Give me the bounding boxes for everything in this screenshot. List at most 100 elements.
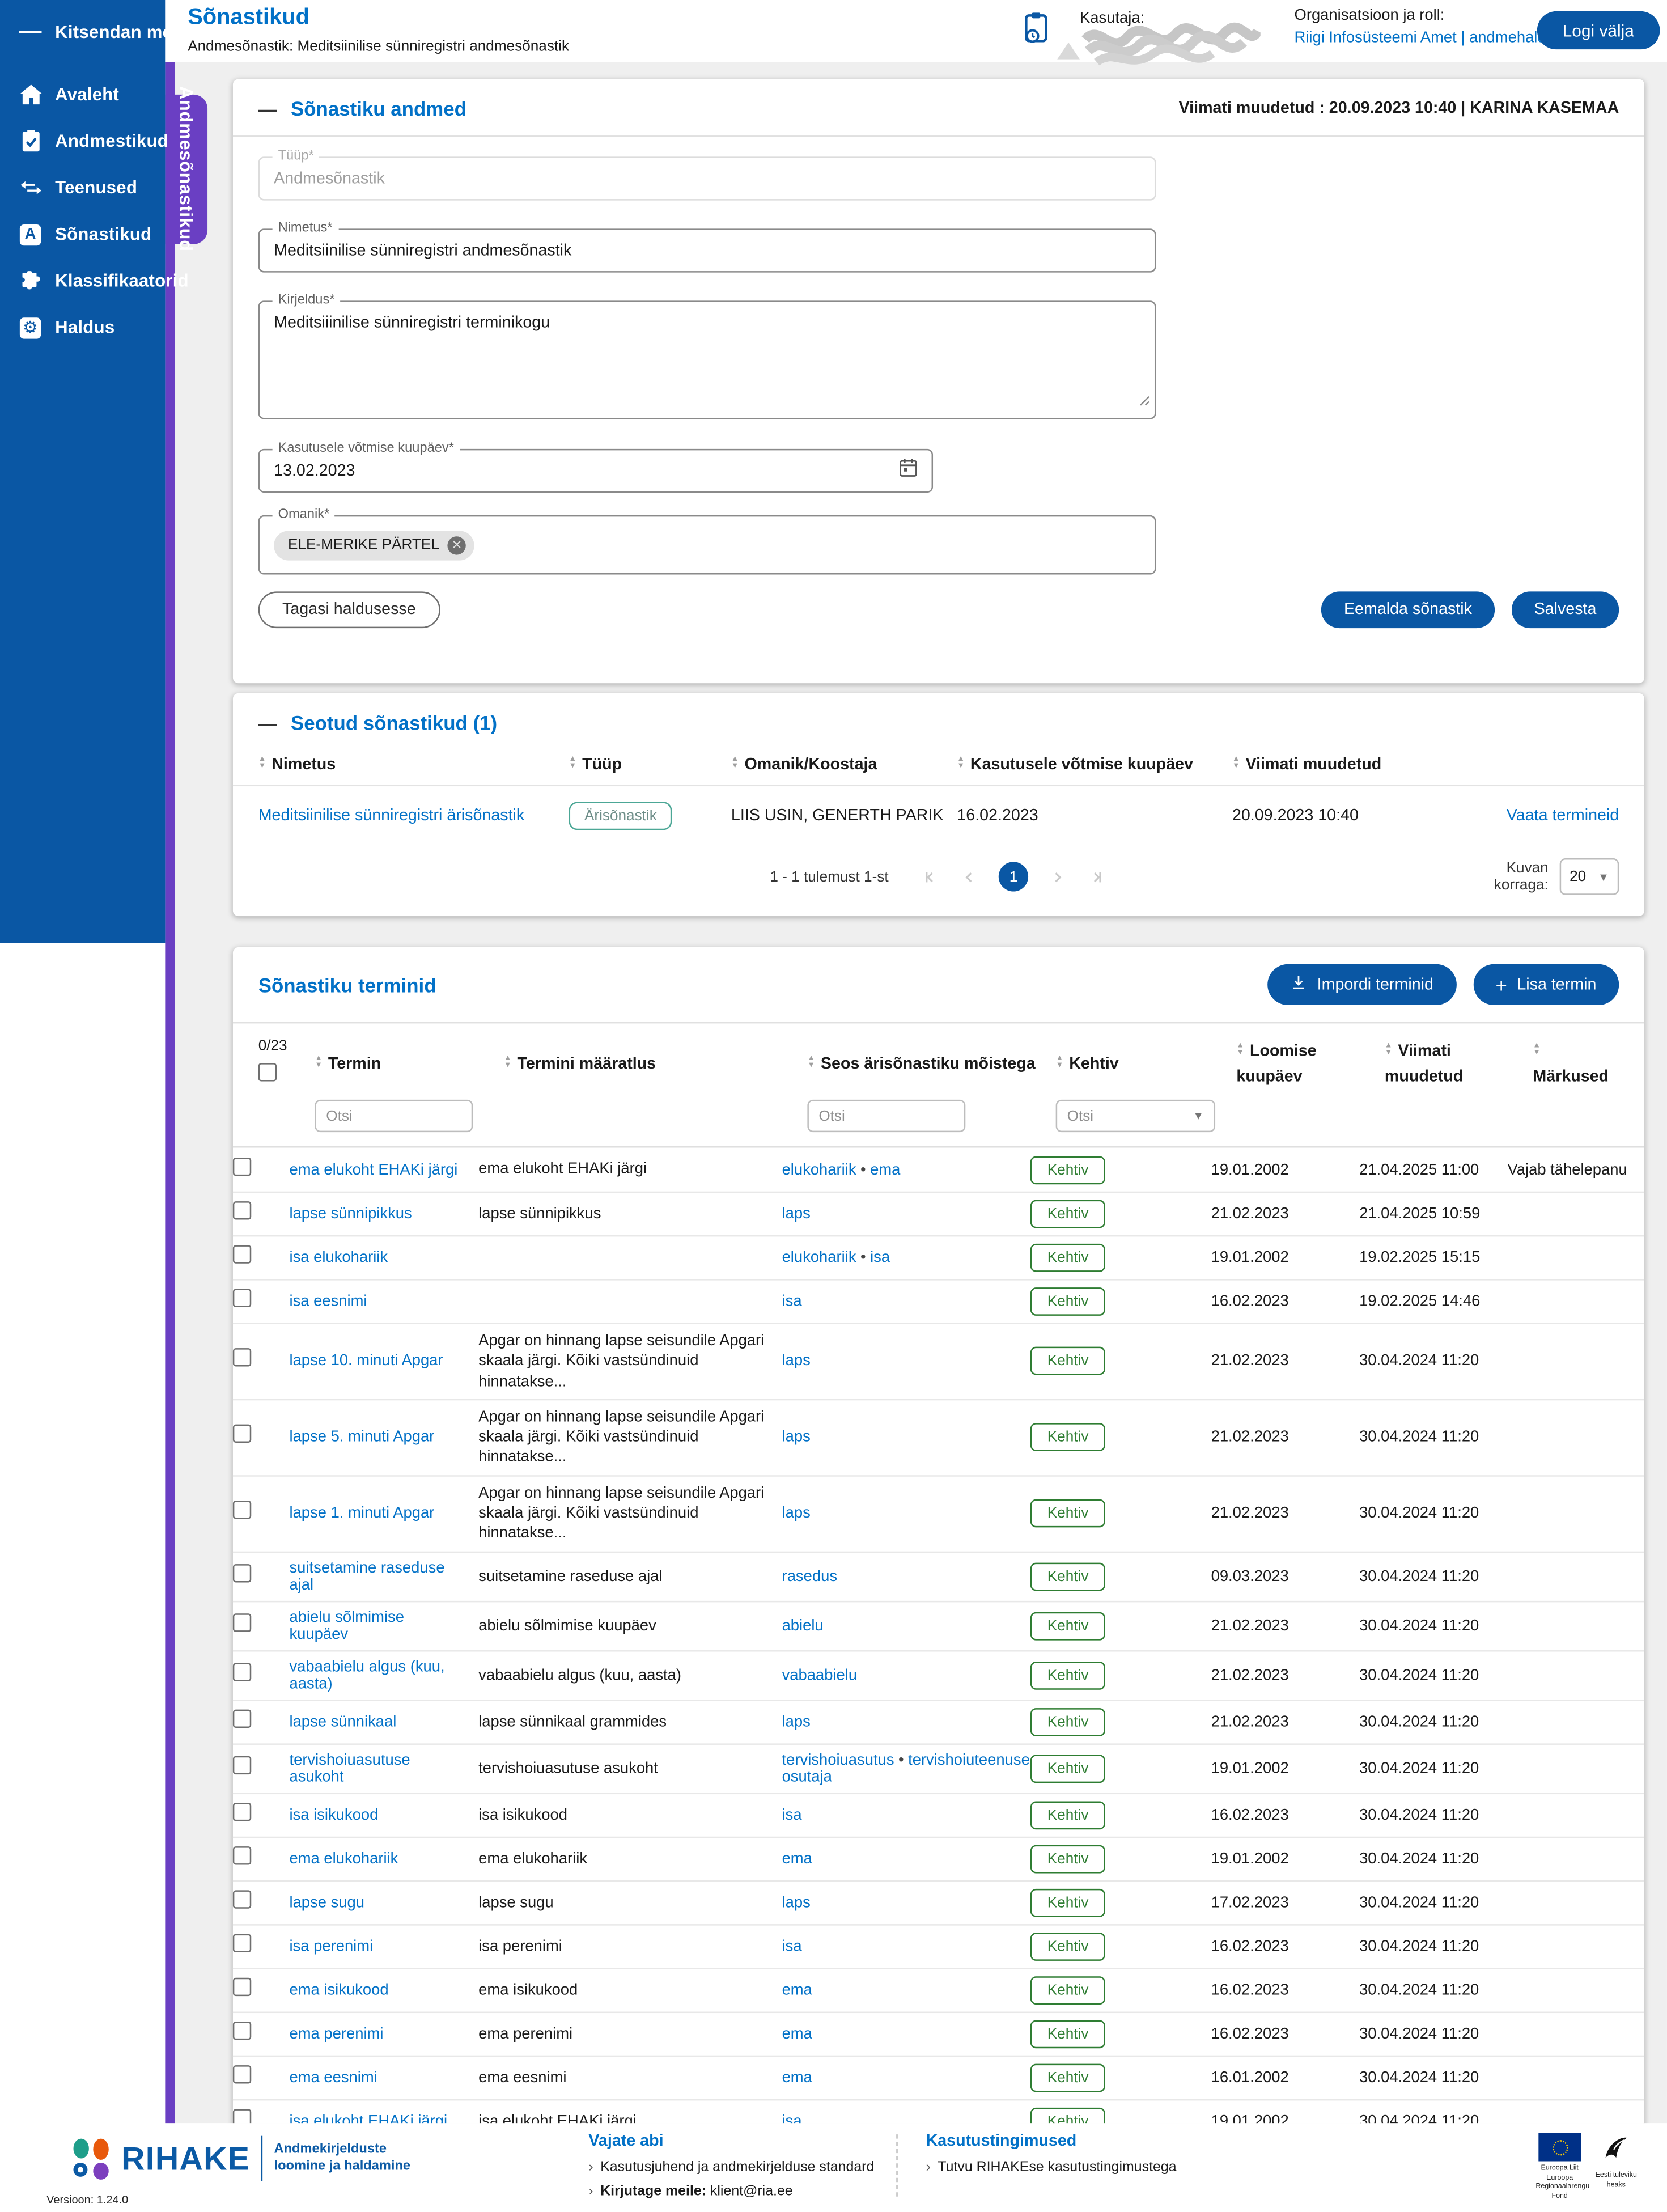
tab-andmesonastikud[interactable]: Andmesõnastikud: [165, 87, 208, 252]
relation-link[interactable]: isa: [782, 1806, 802, 1824]
relation-link[interactable]: ema: [782, 2025, 812, 2043]
relation-link[interactable]: tervishoiuteenuse osutaja: [782, 1751, 1030, 1786]
column-header[interactable]: ▲ ▼ Kasutusele võtmise kuupäev: [957, 755, 1194, 774]
row-checkbox[interactable]: [232, 1563, 252, 1582]
import-terms-button[interactable]: Impordi terminid: [1267, 964, 1456, 1006]
term-link[interactable]: isa elukoht EHAKi järgi: [289, 2113, 448, 2124]
relation-link[interactable]: abielu: [782, 1617, 824, 1634]
relation-link[interactable]: isa: [782, 1938, 802, 1955]
relation-link[interactable]: laps: [782, 1353, 811, 1370]
start-date-field[interactable]: Kasutusele võtmise kuupäev* 13.02.2023: [258, 442, 934, 493]
column-header[interactable]: ▲ ▼ Omanik/Koostaja: [731, 755, 877, 774]
column-header[interactable]: ▲ ▼ Märkused: [1533, 1042, 1609, 1086]
term-link[interactable]: lapse sünnipikkus: [289, 1205, 412, 1223]
term-search-input[interactable]: [315, 1099, 473, 1133]
relation-link[interactable]: rasedus: [782, 1567, 838, 1585]
column-header[interactable]: ▲ ▼ Viimati muudetud: [1232, 755, 1382, 774]
term-link[interactable]: ema isikukood: [289, 1981, 389, 1999]
sidebar-item-sonastikud[interactable]: A Sõnastikud: [0, 213, 165, 256]
sidebar-item-teenused[interactable]: Teenused: [0, 167, 165, 209]
help-link-email[interactable]: › Kirjutage meile: klient@ria.ee: [588, 2184, 793, 2200]
row-checkbox[interactable]: [232, 1889, 252, 1908]
logout-button[interactable]: Logi välja: [1537, 11, 1660, 50]
relation-link[interactable]: ema: [782, 1850, 812, 1867]
collapse-section-icon[interactable]: —: [258, 98, 277, 120]
add-term-button[interactable]: + Lisa termin: [1473, 964, 1619, 1006]
term-link[interactable]: suitsetamine raseduse ajal: [289, 1559, 445, 1594]
relation-link[interactable]: laps: [782, 1205, 811, 1223]
last-page-icon[interactable]: [1088, 867, 1108, 887]
sidebar-item-avaleht[interactable]: Avaleht: [0, 73, 165, 116]
remove-owner-icon[interactable]: ✕: [447, 536, 466, 554]
term-link[interactable]: abielu sõlmimise kuupäev: [289, 1609, 404, 1643]
dictionary-link[interactable]: Meditsiinilise sünniregistri ärisõnastik: [258, 807, 525, 824]
row-checkbox[interactable]: [232, 1501, 252, 1519]
row-checkbox[interactable]: [232, 1613, 252, 1632]
back-to-admin-button[interactable]: Tagasi haldusesse: [258, 591, 440, 629]
row-checkbox[interactable]: [232, 1425, 252, 1443]
column-header[interactable]: ▲ ▼ Termin: [315, 1054, 381, 1073]
row-checkbox[interactable]: [232, 1802, 252, 1821]
relation-link[interactable]: isa: [782, 1293, 802, 1310]
name-field[interactable]: Nimetus* Meditsiinilise sünniregistri an…: [258, 222, 1156, 273]
collapse-section-icon[interactable]: —: [258, 712, 277, 734]
relation-link[interactable]: laps: [782, 1894, 811, 1911]
column-header[interactable]: ▲ ▼ Loomise kuupäev: [1236, 1042, 1317, 1086]
save-button[interactable]: Salvesta: [1511, 591, 1619, 629]
collapse-menu-button[interactable]: — Kitsendan menüü: [19, 19, 206, 44]
term-link[interactable]: lapse 1. minuti Apgar: [289, 1505, 435, 1522]
row-checkbox[interactable]: [232, 2021, 252, 2040]
next-page-icon[interactable]: [1048, 867, 1068, 887]
column-header[interactable]: ▲ ▼ Seos ärisõnastiku mõistega: [807, 1054, 1036, 1073]
column-header[interactable]: ▲ ▼ Kehtiv: [1055, 1054, 1119, 1073]
relation-link[interactable]: laps: [782, 1429, 811, 1446]
relation-link[interactable]: elukohariik: [782, 1249, 856, 1266]
relation-link[interactable]: laps: [782, 1505, 811, 1522]
relation-link[interactable]: isa: [870, 1249, 890, 1266]
row-checkbox[interactable]: [232, 1755, 252, 1774]
row-checkbox[interactable]: [232, 1156, 252, 1176]
row-checkbox[interactable]: [232, 1662, 252, 1681]
terms-link[interactable]: › Tutvu RIHAKEse kasutustingimustega: [926, 2160, 1177, 2176]
page-button[interactable]: 1: [998, 862, 1029, 892]
calendar-icon[interactable]: [898, 457, 919, 485]
remove-dictionary-button[interactable]: Eemalda sõnastik: [1321, 591, 1495, 629]
relation-link[interactable]: vabaabielu: [782, 1667, 858, 1684]
row-checkbox[interactable]: [232, 1933, 252, 1952]
help-link-manual[interactable]: › Kasutusjuhend ja andmekirjelduse standa…: [588, 2160, 875, 2176]
term-link[interactable]: ema eesnimi: [289, 2069, 377, 2086]
first-page-icon[interactable]: [919, 867, 939, 887]
term-link[interactable]: vabaabielu algus (kuu, aasta): [289, 1658, 445, 1692]
relation-link[interactable]: ema: [870, 1161, 901, 1179]
row-checkbox[interactable]: [232, 1709, 252, 1728]
column-header[interactable]: ▲ ▼ Termini määratlus: [504, 1054, 656, 1073]
view-terms-link[interactable]: Vaata termineid: [1506, 807, 1619, 824]
row-checkbox[interactable]: [232, 1349, 252, 1367]
relation-link[interactable]: elukohariik: [782, 1161, 856, 1179]
relation-link[interactable]: isa: [782, 2113, 802, 2124]
per-page-select[interactable]: 20 ▼: [1559, 858, 1619, 895]
sidebar-item-haldus[interactable]: ⚙ Haldus: [0, 306, 165, 349]
row-checkbox[interactable]: [232, 1289, 252, 1307]
column-header[interactable]: ▲ ▼ Viimati muudetud: [1384, 1042, 1464, 1086]
row-checkbox[interactable]: [232, 1245, 252, 1264]
owner-field[interactable]: Omanik* ELE-MERIKE PÄRTEL ✕: [258, 508, 1156, 575]
term-link[interactable]: isa isikukood: [289, 1806, 379, 1824]
term-link[interactable]: lapse 10. minuti Apgar: [289, 1353, 443, 1370]
org-role-link[interactable]: Riigi Infosüsteemi Amet | andmehaldur: [1294, 29, 1560, 47]
row-checkbox[interactable]: [232, 2108, 252, 2124]
row-checkbox[interactable]: [232, 1201, 252, 1220]
row-checkbox[interactable]: [232, 2065, 252, 2083]
row-checkbox[interactable]: [232, 1977, 252, 1996]
term-link[interactable]: ema elukoht EHAKi järgi: [289, 1161, 458, 1179]
term-link[interactable]: lapse sugu: [289, 1894, 365, 1911]
relation-search-input[interactable]: [807, 1099, 966, 1133]
select-all-checkbox[interactable]: [258, 1063, 277, 1082]
sidebar-item-andmestikud[interactable]: Andmestikud: [0, 120, 168, 163]
column-header[interactable]: ▲ ▼ Nimetus: [258, 755, 336, 774]
term-link[interactable]: tervishoiuasutuse asukoht: [289, 1751, 410, 1786]
resize-handle-icon[interactable]: [1139, 388, 1151, 414]
term-link[interactable]: ema elukohariik: [289, 1850, 398, 1867]
sidebar-item-klassifikaatorid[interactable]: Klassifikaatorid: [0, 260, 189, 302]
relation-link[interactable]: laps: [782, 1713, 811, 1731]
